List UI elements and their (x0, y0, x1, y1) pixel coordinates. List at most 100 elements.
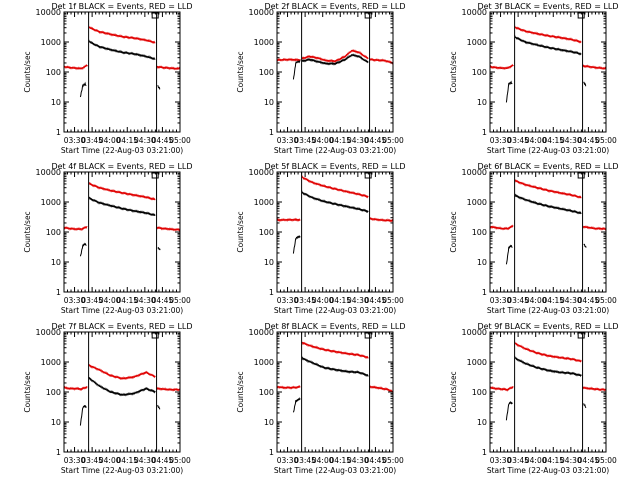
y-axis-label: Counts/sec (236, 51, 245, 92)
x-tick-label: 04:45 (365, 136, 387, 145)
x-axis-label: Start Time (22-Aug-03 03:21:00) (61, 146, 183, 155)
detector-panel-4: 1 10 100 1000 10000 03:3003:4504:0004:1504:30… (23, 162, 193, 315)
x-tick-label: 03:45 (294, 456, 316, 465)
y-tick-label: 10 (477, 258, 487, 267)
x-axis-label: Start Time (22-Aug-03 03:21:00) (487, 146, 609, 155)
x-tick-label: 03:45 (507, 456, 529, 465)
y-tick-label: 100 (46, 388, 61, 397)
y-tick-label: 1 (56, 448, 61, 457)
panel-title: Det 7f BLACK = Events, RED = LLD (51, 322, 192, 331)
x-axis-label: Start Time (22-Aug-03 03:21:00) (274, 466, 396, 475)
panel-title: Det 5f BLACK = Events, RED = LLD (264, 162, 405, 171)
panel-title: Det 2f BLACK = Events, RED = LLD (264, 2, 405, 11)
y-tick-label: 1 (56, 288, 61, 297)
y-tick-label: 10000 (462, 328, 487, 337)
x-tick-label: 04:45 (152, 456, 174, 465)
events-series-9 (505, 355, 587, 421)
series-segment (79, 242, 87, 257)
x-tick-label: 04:45 (365, 296, 387, 305)
x-tick-label: 04:00 (525, 136, 547, 145)
x-tick-label: 04:15 (542, 136, 564, 145)
series-segment (301, 341, 369, 359)
y-tick-label: 10 (264, 98, 274, 107)
series-segment (582, 386, 606, 392)
y-tick-label: 10000 (249, 328, 274, 337)
series-segment (88, 363, 156, 381)
y-axis-label: Counts/sec (449, 211, 458, 252)
panel-title: Det 8f BLACK = Events, RED = LLD (264, 322, 405, 331)
y-tick-label: 10000 (249, 168, 274, 177)
x-tick-label: 04:45 (578, 296, 600, 305)
series-segment (64, 225, 88, 232)
x-axis-label: Start Time (22-Aug-03 03:21:00) (487, 306, 609, 315)
detector-panel-5: 1 10 100 1000 10000 03:3003:4504:0004:1504:30… (236, 162, 406, 315)
x-tick-label: 04:45 (152, 296, 174, 305)
x-tick-label: 03:45 (294, 136, 316, 145)
x-tick-label: 04:45 (365, 456, 387, 465)
y-tick-label: 10 (51, 98, 61, 107)
x-tick-label: 03:30 (277, 136, 299, 145)
events-series-4 (79, 196, 161, 257)
plot-frame (63, 11, 181, 133)
series-segment (88, 376, 156, 397)
detector-panel-2: 1 10 100 1000 10000 03:3003:4504:0004:1504:30… (236, 2, 406, 155)
panel-title: Det 6f BLACK = Events, RED = LLD (477, 162, 618, 171)
lld-series-8 (277, 341, 393, 393)
series-segment (292, 235, 301, 254)
x-axis-label: Start Time (22-Aug-03 03:21:00) (61, 306, 183, 315)
y-tick-label: 10 (51, 258, 61, 267)
series-segment (301, 53, 369, 66)
x-tick-label: 03:30 (490, 456, 512, 465)
events-series-5 (292, 190, 369, 254)
series-segment (88, 25, 156, 44)
x-tick-label: 04:15 (542, 296, 564, 305)
series-segment (64, 385, 88, 391)
x-axis-label: Start Time (22-Aug-03 03:21:00) (487, 466, 609, 475)
x-tick-label: 05:00 (169, 456, 191, 465)
series-segment (277, 57, 301, 62)
plot-frame (276, 171, 394, 293)
series-segment (277, 384, 301, 390)
series-segment (505, 80, 513, 103)
y-axis-label: Counts/sec (449, 371, 458, 412)
x-tick-label: 03:30 (64, 456, 86, 465)
lld-series-1 (64, 25, 180, 71)
x-tick-label: 03:30 (64, 296, 86, 305)
y-axis-label: Counts/sec (236, 211, 245, 252)
y-axis-label: Counts/sec (23, 211, 32, 252)
plot-frame (63, 331, 181, 453)
x-tick-label: 05:00 (169, 296, 191, 305)
x-tick-label: 04:30 (560, 136, 582, 145)
series-segment (582, 64, 606, 70)
y-tick-label: 1000 (41, 38, 61, 47)
y-tick-label: 10000 (36, 328, 61, 337)
lld-series-5 (277, 174, 393, 223)
x-axis-label: Start Time (22-Aug-03 03:21:00) (274, 146, 396, 155)
y-tick-label: 100 (259, 228, 274, 237)
series-segment (64, 63, 88, 71)
y-tick-label: 10000 (36, 8, 61, 17)
series-segment (301, 49, 369, 64)
series-segment (583, 403, 587, 409)
y-tick-label: 1000 (254, 38, 274, 47)
events-series-8 (292, 356, 369, 413)
plot-frame (63, 171, 181, 293)
series-segment (292, 60, 301, 80)
x-tick-label: 04:30 (560, 296, 582, 305)
y-tick-label: 100 (472, 228, 487, 237)
y-tick-label: 100 (472, 68, 487, 77)
x-tick-label: 03:30 (490, 296, 512, 305)
x-tick-label: 05:00 (382, 456, 404, 465)
y-tick-label: 1 (482, 448, 487, 457)
y-tick-label: 10000 (462, 168, 487, 177)
y-tick-label: 1000 (254, 198, 274, 207)
y-tick-label: 10 (264, 418, 274, 427)
series-segment (157, 85, 161, 90)
series-segment (505, 400, 513, 421)
y-tick-label: 10 (477, 418, 487, 427)
x-tick-label: 03:30 (277, 456, 299, 465)
series-segment (88, 182, 156, 201)
x-tick-label: 03:45 (81, 136, 103, 145)
x-tick-label: 04:00 (525, 296, 547, 305)
series-segment (490, 63, 514, 71)
